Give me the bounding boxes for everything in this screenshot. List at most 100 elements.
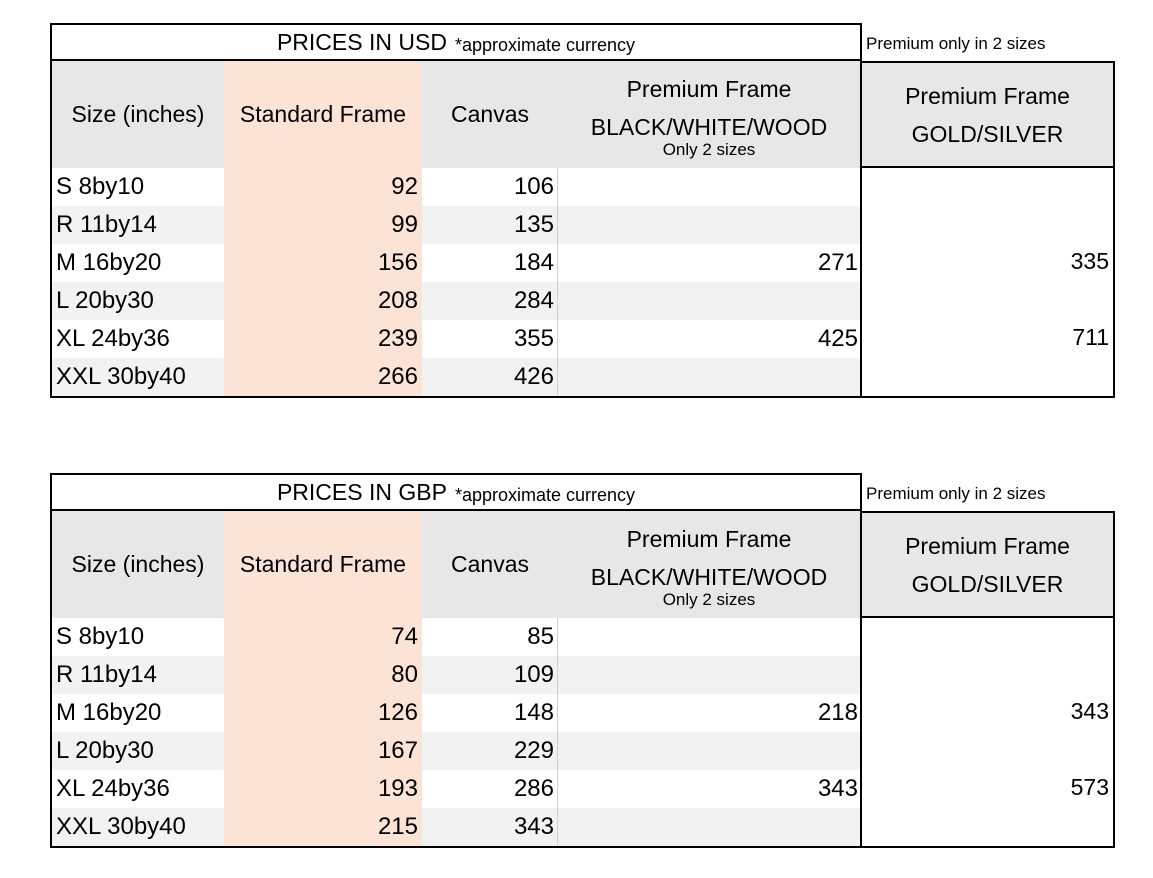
canvas-price-cell: 106 — [513, 173, 554, 200]
size-cell: R 11by14 — [56, 661, 157, 688]
standard-price-cell: 92 — [391, 173, 418, 200]
price-grid: Size (inches) Standard Frame Canvas Prem… — [50, 61, 862, 398]
table-title-box: PRICES IN USD *approximate currency — [50, 23, 862, 61]
standard-column-band — [224, 168, 422, 206]
table-row: R 11by14 99 135 — [52, 206, 860, 244]
premium-note: Premium only in 2 sizes — [866, 484, 1046, 503]
price-grid: Size (inches) Standard Frame Canvas Prem… — [50, 511, 862, 848]
gold-header-line2: GOLD/SILVER — [911, 120, 1064, 147]
header-size: Size (inches) — [52, 511, 224, 618]
size-cell: XL 24by36 — [56, 775, 170, 802]
premium-header-line1: Premium Frame — [626, 525, 792, 552]
standard-price-cell: 167 — [377, 737, 418, 764]
header-canvas: Canvas — [422, 511, 558, 618]
standard-column-band — [224, 358, 422, 396]
table-row: XXL 30by40 215 343 — [52, 808, 860, 846]
table-title-box: PRICES IN GBP *approximate currency — [50, 473, 862, 511]
standard-price-cell: 99 — [391, 211, 418, 238]
standard-price-cell: 239 — [377, 325, 418, 352]
gold-header-line2: GOLD/SILVER — [911, 570, 1064, 597]
canvas-price-cell: 286 — [513, 775, 554, 802]
premium-header-line2: BLACK/WHITE/WOOD — [590, 113, 828, 140]
canvas-price-cell: 109 — [513, 661, 554, 688]
size-cell: M 16by20 — [56, 249, 162, 276]
header-size: Size (inches) — [52, 61, 224, 168]
premium-header-sub: Only 2 sizes — [662, 139, 756, 159]
table-title: PRICES IN GBP — [276, 478, 447, 505]
standard-price-cell: 156 — [377, 249, 418, 276]
standard-column-band — [224, 656, 422, 694]
column-divider — [557, 618, 558, 846]
size-cell: S 8by10 — [56, 623, 145, 650]
table-title: PRICES IN USD — [276, 28, 447, 55]
table-row: S 8by10 74 85 — [52, 618, 860, 656]
table-row: R 11by14 80 109 — [52, 656, 860, 694]
premium-price-cell — [560, 168, 858, 206]
standard-column-band — [224, 244, 422, 282]
canvas-price-cell: 148 — [513, 699, 554, 726]
standard-column-band — [224, 732, 422, 770]
premium-header-line1: Premium Frame — [626, 75, 792, 102]
header-gold-silver: Premium Frame GOLD/SILVER — [862, 63, 1113, 168]
header-premium-frame: Premium Frame BLACK/WHITE/WOOD Only 2 si… — [558, 61, 860, 168]
premium-price-cell — [560, 732, 858, 770]
table-row: S 8by10 92 106 — [52, 168, 860, 206]
size-cell: L 20by30 — [56, 287, 154, 314]
gold-header-line1: Premium Frame — [905, 532, 1070, 559]
header-canvas: Canvas — [422, 61, 558, 168]
header-gold-silver: Premium Frame GOLD/SILVER — [862, 513, 1113, 618]
currency-note: *approximate currency — [454, 34, 636, 55]
premium-price-cell — [560, 206, 858, 244]
size-cell: XXL 30by40 — [56, 813, 186, 840]
gold-header-line1: Premium Frame — [905, 82, 1070, 109]
premium-price-cell: 218 — [817, 699, 858, 726]
standard-price-cell: 80 — [391, 661, 418, 688]
standard-price-cell: 193 — [377, 775, 418, 802]
canvas-price-cell: 343 — [513, 813, 554, 840]
canvas-price-cell: 184 — [513, 249, 554, 276]
standard-price-cell: 208 — [377, 287, 418, 314]
size-cell: L 20by30 — [56, 737, 154, 764]
gold-price-cell: 711 — [1072, 324, 1109, 350]
canvas-price-cell: 355 — [513, 325, 554, 352]
standard-column-band — [224, 770, 422, 808]
standard-column-band — [224, 808, 422, 846]
table-row: M 16by20 156 184 271 — [52, 244, 860, 282]
size-cell: R 11by14 — [56, 211, 157, 238]
gold-price-cell: 335 — [1070, 248, 1109, 274]
header-standard-frame: Standard Frame — [224, 61, 422, 168]
gold-silver-box: Premium Frame GOLD/SILVER 335 711 — [860, 61, 1115, 398]
usd-price-table: PRICES IN USD *approximate currency Prem… — [50, 23, 1115, 398]
table-row: XXL 30by40 266 426 — [52, 358, 860, 396]
standard-price-cell: 74 — [391, 623, 418, 650]
standard-column-band — [224, 618, 422, 656]
canvas-price-cell: 426 — [513, 363, 554, 390]
standard-price-cell: 266 — [377, 363, 418, 390]
table-row: XL 24by36 193 286 343 — [52, 770, 860, 808]
size-cell: XL 24by36 — [56, 325, 170, 352]
gold-silver-box: Premium Frame GOLD/SILVER 343 573 — [860, 511, 1115, 848]
table-row: M 16by20 126 148 218 — [52, 694, 860, 732]
canvas-price-cell: 135 — [513, 211, 554, 238]
standard-column-band — [224, 320, 422, 358]
size-cell: M 16by20 — [56, 699, 162, 726]
column-divider — [557, 168, 558, 396]
size-cell: XXL 30by40 — [56, 363, 186, 390]
premium-price-cell: 271 — [817, 249, 858, 276]
premium-price-cell — [560, 808, 858, 846]
premium-price-cell — [560, 282, 858, 320]
standard-column-band — [224, 282, 422, 320]
standard-column-bg — [224, 168, 422, 396]
premium-note: Premium only in 2 sizes — [866, 34, 1046, 53]
canvas-price-cell: 229 — [513, 737, 554, 764]
header-premium-frame: Premium Frame BLACK/WHITE/WOOD Only 2 si… — [558, 511, 860, 618]
canvas-price-cell: 85 — [527, 623, 554, 650]
standard-column-band — [224, 206, 422, 244]
size-cell: S 8by10 — [56, 173, 145, 200]
gbp-price-table: PRICES IN GBP *approximate currency Prem… — [50, 473, 1115, 848]
premium-price-cell: 425 — [817, 325, 858, 352]
premium-price-cell: 343 — [817, 775, 858, 802]
standard-price-cell: 215 — [377, 813, 418, 840]
premium-price-cell — [560, 358, 858, 396]
table-row: L 20by30 167 229 — [52, 732, 860, 770]
